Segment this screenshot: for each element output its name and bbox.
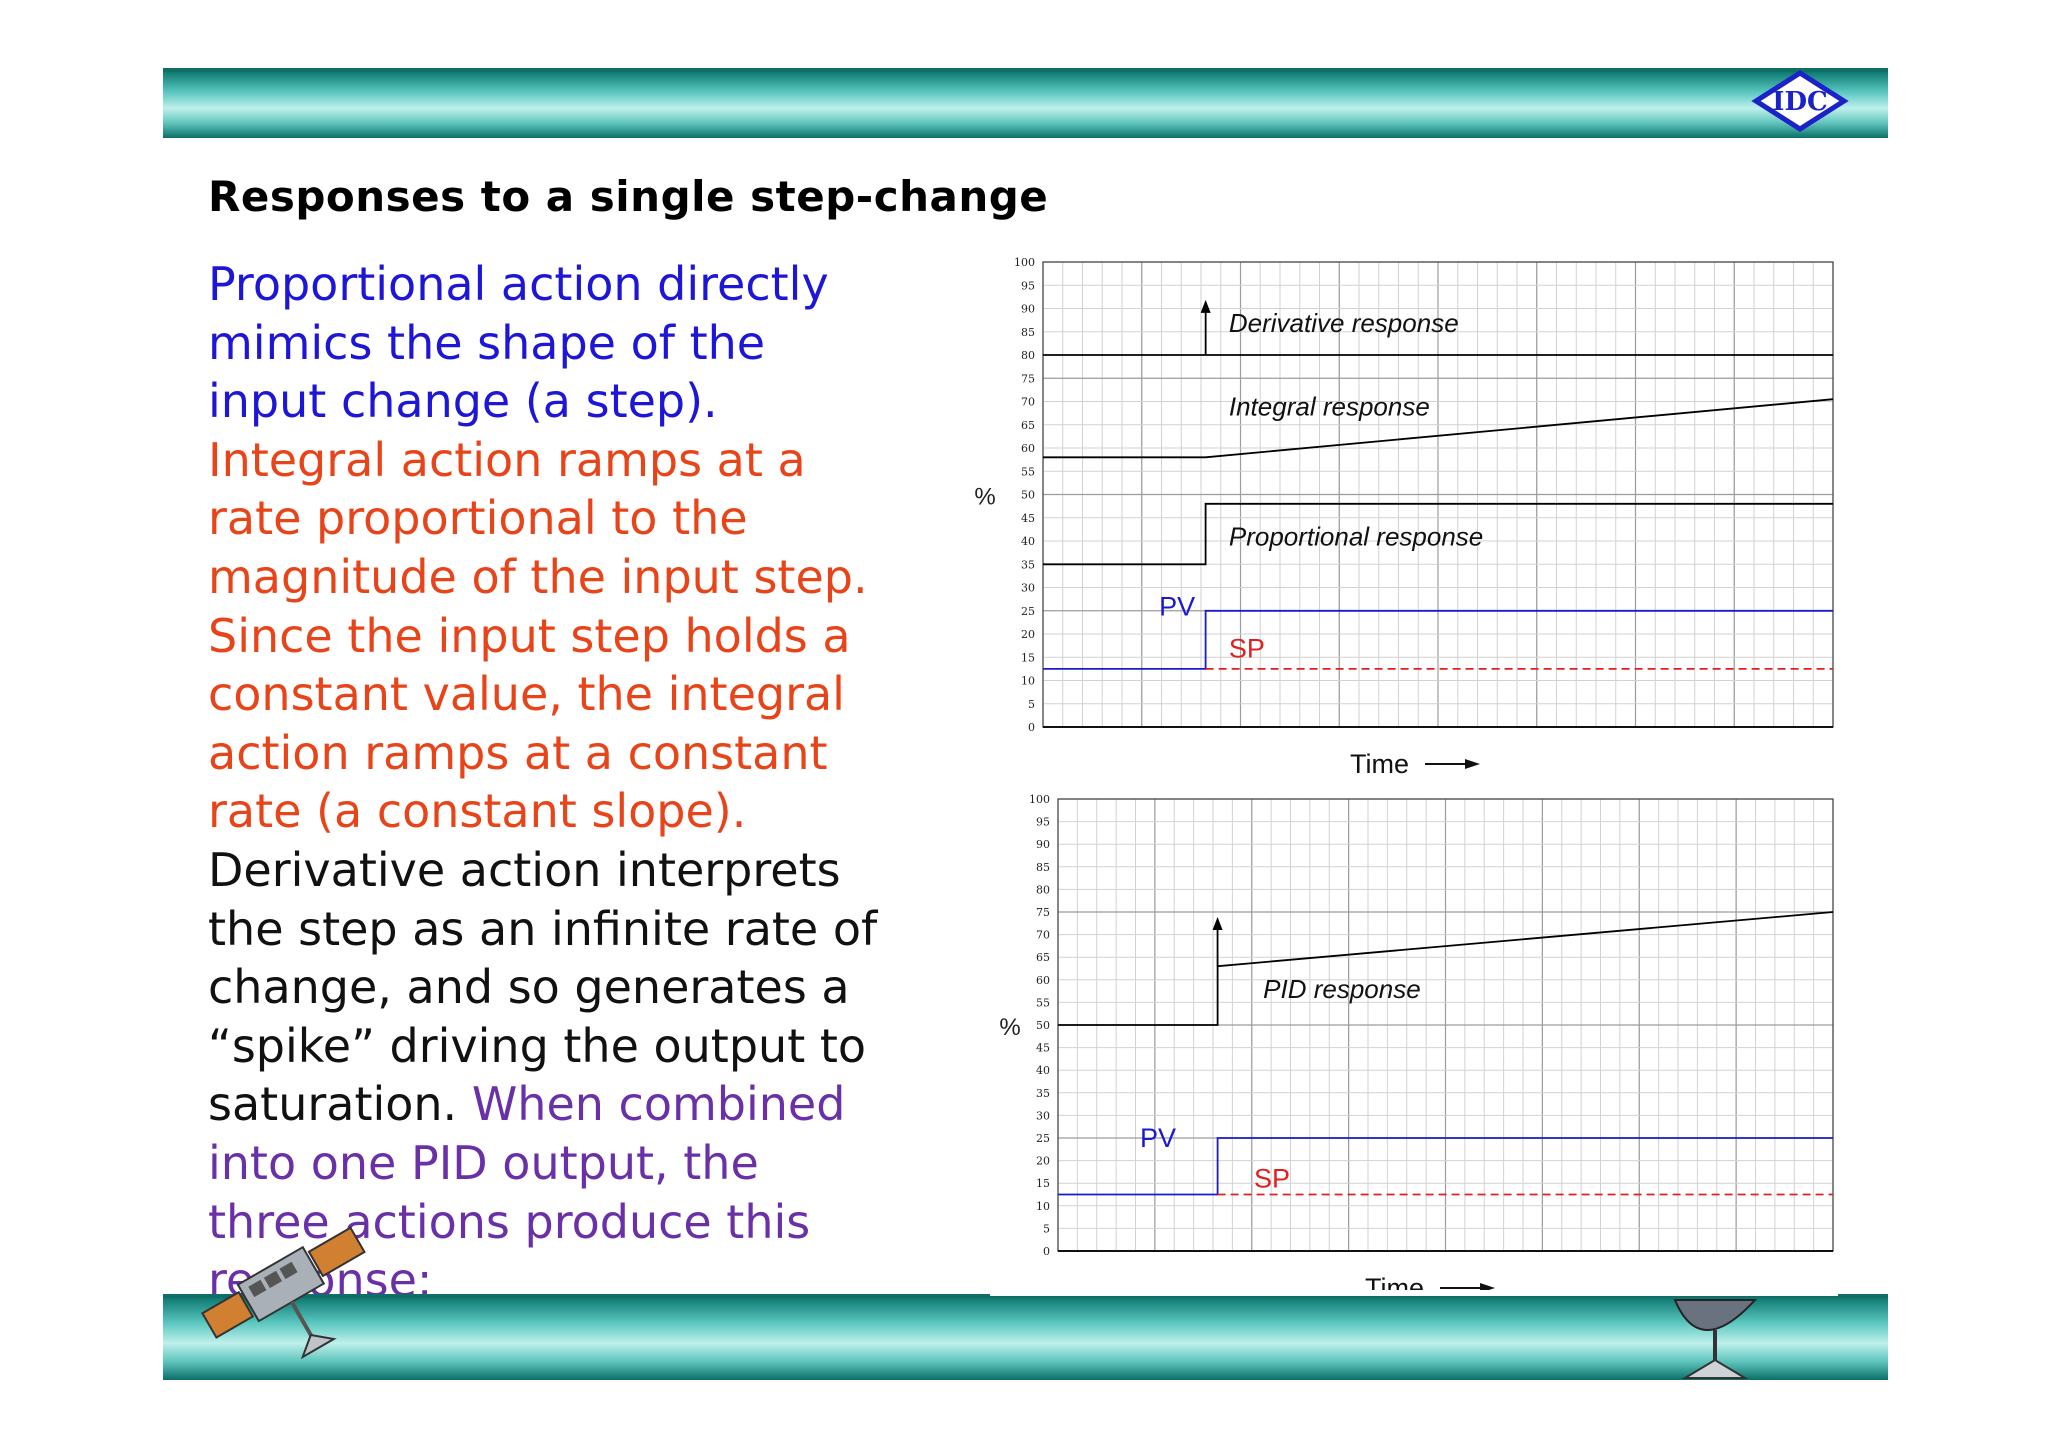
y-tick-label: 80	[1021, 349, 1035, 362]
y-tick-label: 30	[1021, 582, 1035, 595]
y-tick-label: 65	[1021, 419, 1035, 432]
combined-text: When combined into one PID output, the t…	[208, 1077, 846, 1307]
pv-line	[1058, 1137, 1833, 1196]
y-tick-label: 30	[1036, 1109, 1050, 1122]
y-tick-label: 50	[1036, 1019, 1050, 1032]
y-tick-label: 5	[1028, 698, 1035, 711]
y-tick-label: 95	[1021, 279, 1035, 292]
time-arrow-head	[1465, 759, 1480, 769]
y-tick-label: 45	[1036, 1042, 1050, 1055]
y-tick-label: 90	[1021, 303, 1035, 316]
y-tick-label: 0	[1043, 1245, 1050, 1258]
y-tick-label: 70	[1036, 929, 1050, 942]
y-tick-label: 60	[1021, 442, 1035, 455]
y-tick-label: 25	[1021, 605, 1035, 618]
footer-band-gap	[990, 1290, 1838, 1296]
y-axis-label: %	[974, 484, 995, 511]
proportional-response-label: Proportional response	[1229, 522, 1483, 552]
y-tick-label: 60	[1036, 974, 1050, 987]
pv-label: PV	[1159, 591, 1195, 621]
proportional-response-line	[1043, 502, 1833, 566]
y-tick-label: 15	[1021, 651, 1035, 664]
y-tick-label: 50	[1021, 489, 1035, 502]
y-tick-label: 40	[1021, 535, 1035, 548]
idc-logo: IDC	[1751, 70, 1849, 132]
y-tick-label: 20	[1036, 1155, 1050, 1168]
y-tick-label: 15	[1036, 1177, 1050, 1190]
y-tick-label: 10	[1036, 1200, 1050, 1213]
sp-label: SP	[1229, 633, 1265, 663]
integral-text: Integral action ramps at a rate proporti…	[208, 432, 868, 839]
pid-response-label: PID response	[1263, 974, 1421, 1004]
proportional-text: Proportional action directly mimics the …	[208, 257, 829, 429]
y-axis-label: %	[999, 1014, 1020, 1041]
y-tick-label: 55	[1036, 996, 1050, 1009]
y-tick-label: 90	[1036, 838, 1050, 851]
y-tick-label: 80	[1036, 883, 1050, 896]
sp-label: SP	[1254, 1164, 1290, 1194]
derivative-text: Derivative action interprets the step as…	[208, 842, 878, 1132]
y-tick-label: 75	[1036, 906, 1050, 919]
slide-title: Responses to a single step-change	[208, 172, 1049, 221]
y-tick-label: 95	[1036, 816, 1050, 829]
y-tick-label: 70	[1021, 396, 1035, 409]
y-tick-label: 5	[1043, 1222, 1050, 1235]
pid-response-chart: 0 5 10 15 20 25 30 35 40 45 50 55 60 65 70 75 80 85 90 95 10…	[999, 793, 1834, 1303]
y-tick-label: 25	[1036, 1132, 1050, 1145]
y-tick-label: 100	[1029, 793, 1050, 806]
y-tick-label: 10	[1021, 675, 1035, 688]
satellite-icon	[201, 1226, 366, 1360]
pv-line	[1043, 609, 1833, 670]
pv-label: PV	[1140, 1123, 1176, 1153]
integral-response-line	[1043, 398, 1834, 459]
y-tick-label: 35	[1021, 558, 1035, 571]
x-axis-label: Time	[1350, 749, 1409, 779]
pid-response-spike-arrowhead	[1212, 917, 1223, 931]
y-tick-label: 40	[1036, 1064, 1050, 1077]
y-tick-label: 75	[1021, 372, 1035, 385]
header-band	[163, 68, 1888, 138]
satellite-dish-icon	[1673, 1299, 1758, 1379]
y-tick-label: 100	[1014, 256, 1035, 269]
body-paragraph: Proportional action directly mimics the …	[208, 255, 888, 1310]
footer-band	[163, 1294, 1888, 1380]
y-tick-label: 85	[1021, 326, 1035, 339]
y-tick-label: 45	[1021, 512, 1035, 525]
pid-response-line	[1058, 911, 1834, 1026]
y-tick-label: 20	[1021, 628, 1035, 641]
integral-response-label: Integral response	[1229, 391, 1430, 421]
y-tick-label: 35	[1036, 1087, 1050, 1100]
y-tick-label: 0	[1028, 721, 1035, 734]
derivative-response-label: Derivative response	[1229, 308, 1459, 338]
step-responses-chart: 0 5 10 15 20 25 30 35 40 45 50 55 60 65 70 75 80 85 90 95 10…	[974, 256, 1834, 779]
y-tick-label: 65	[1036, 951, 1050, 964]
y-tick-label: 55	[1021, 465, 1035, 478]
derivative-response-spike-arrowhead	[1200, 299, 1211, 313]
logo-text: IDC	[1772, 87, 1827, 117]
y-tick-label: 85	[1036, 861, 1050, 874]
